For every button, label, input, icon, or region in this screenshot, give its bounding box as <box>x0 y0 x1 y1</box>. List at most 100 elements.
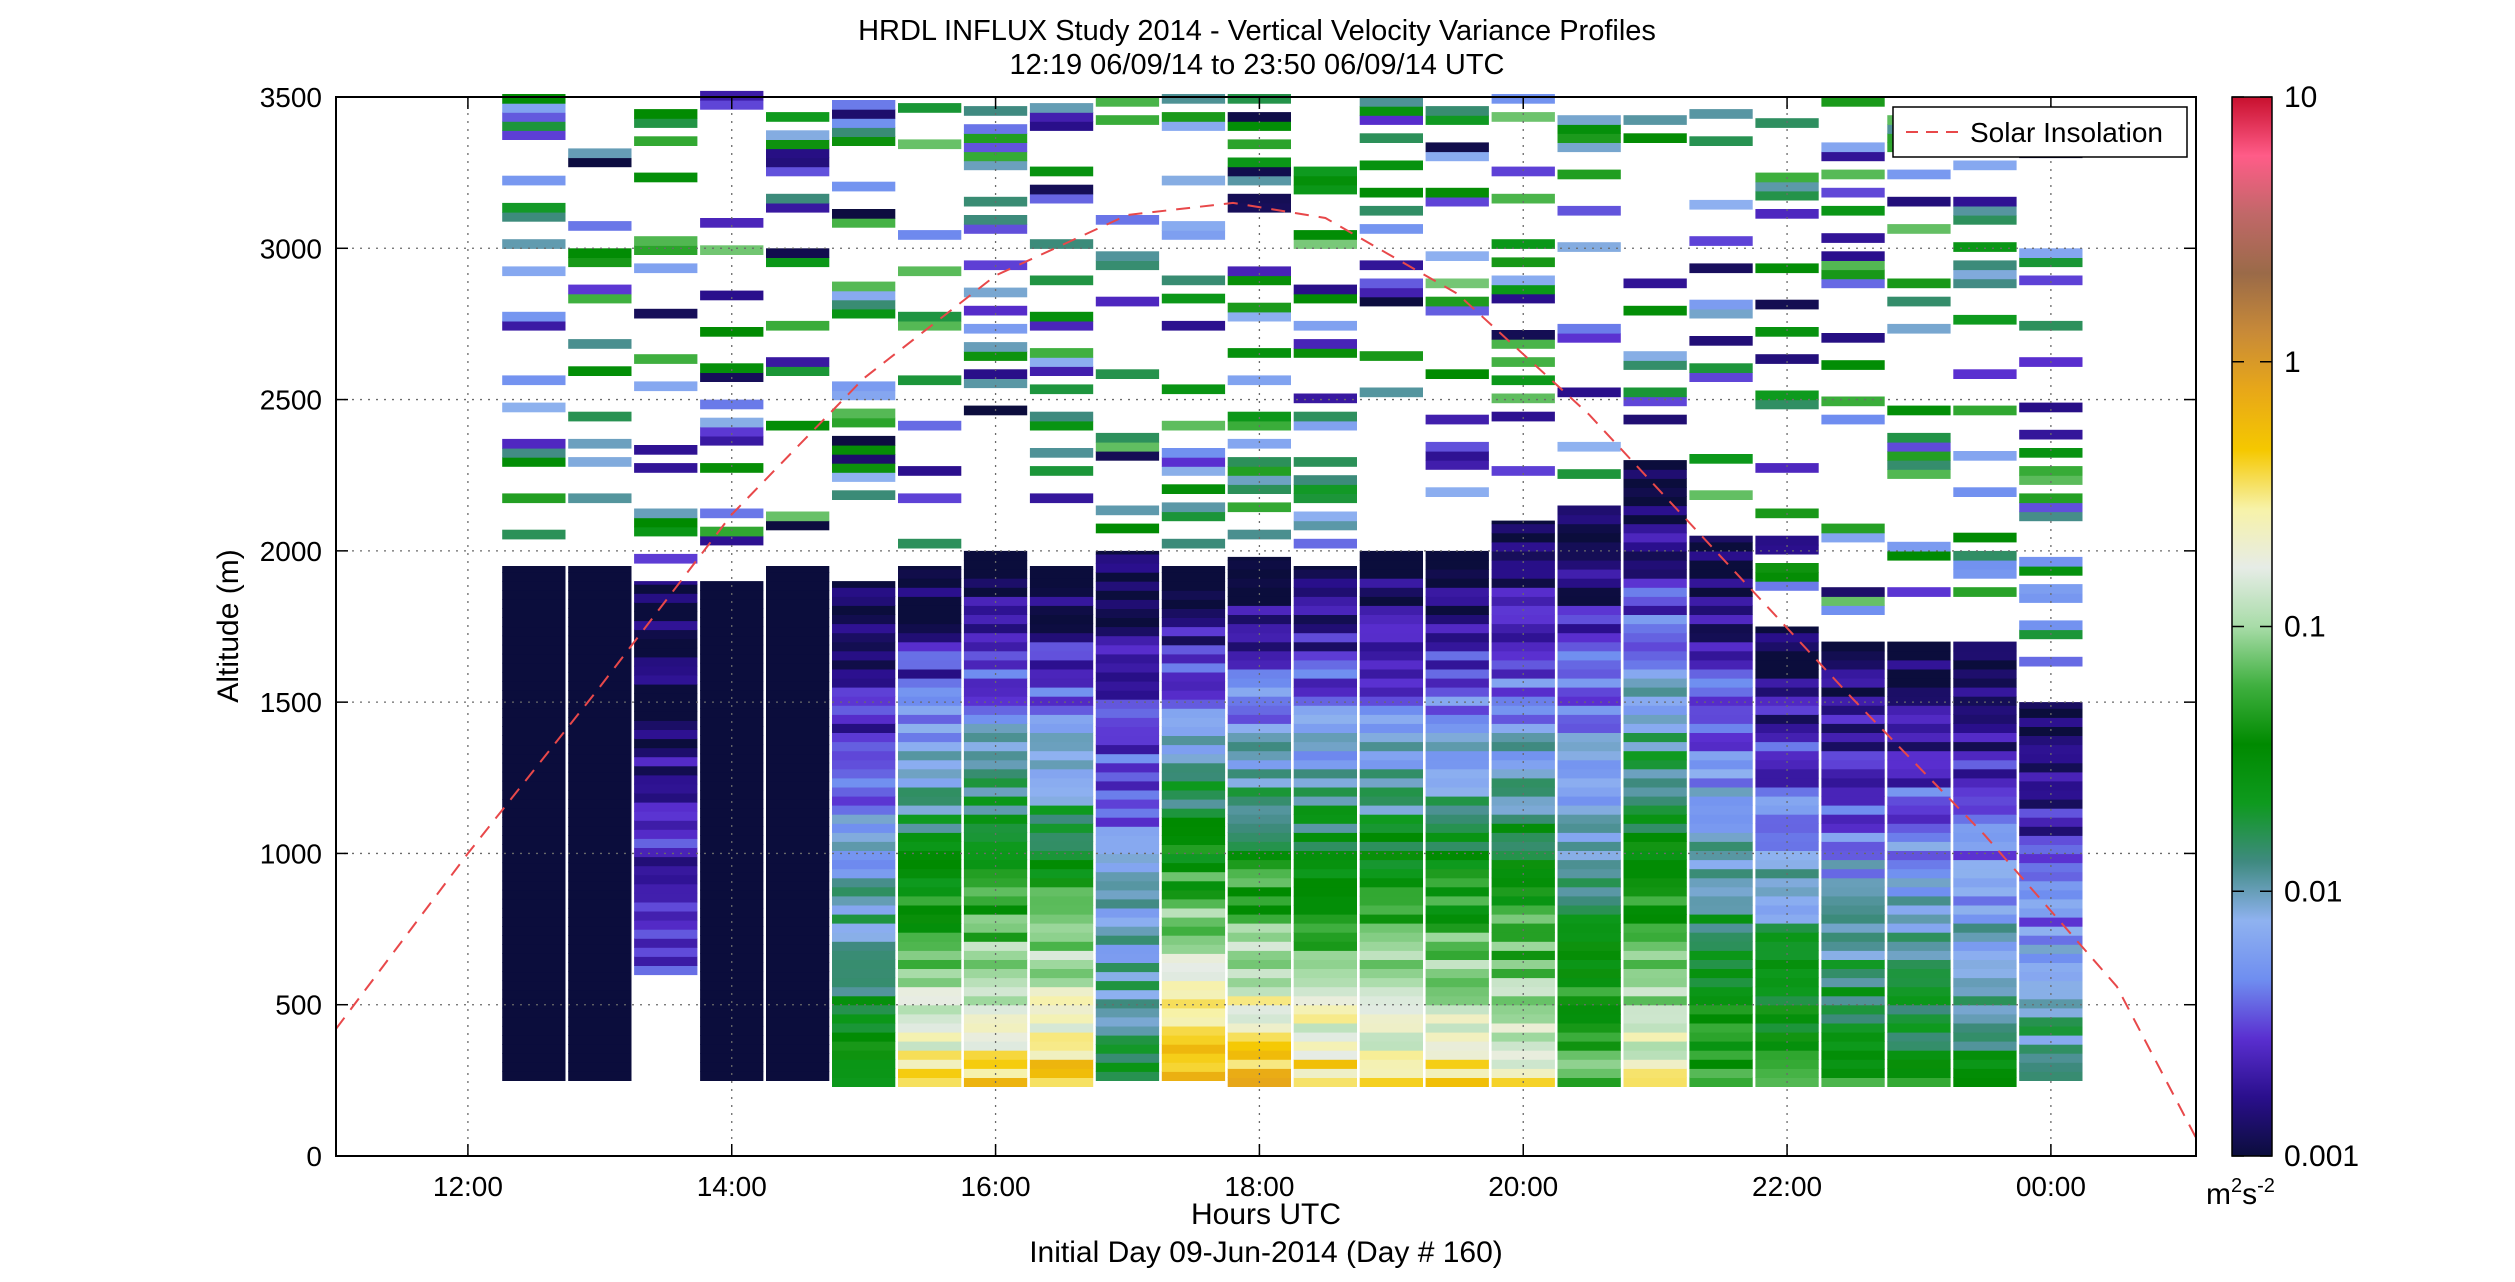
variance-cell <box>1887 541 1951 552</box>
variance-cell <box>1491 550 1555 561</box>
variance-cell <box>700 327 764 337</box>
variance-cell <box>568 257 632 268</box>
variance-cell <box>1359 260 1423 271</box>
variance-cell <box>1755 650 1819 661</box>
variance-cell <box>766 112 830 122</box>
variance-cell <box>1095 853 1160 864</box>
variance-cell <box>1755 190 1819 201</box>
variance-cell <box>1359 932 1423 942</box>
variance-cell <box>1029 566 1094 570</box>
variance-cell <box>1161 962 1226 973</box>
variance-cell <box>1293 677 1357 688</box>
variance-cell <box>1293 596 1357 606</box>
variance-cell <box>963 750 1028 761</box>
variance-cell <box>832 408 896 419</box>
variance-cell <box>1293 411 1357 422</box>
variance-cell <box>1557 941 1621 951</box>
variance-cell <box>2019 735 2083 746</box>
variance-cell <box>1953 932 2017 942</box>
variance-cell <box>1953 569 2017 579</box>
variance-cell <box>1161 753 1226 764</box>
variance-cell <box>1953 314 2017 325</box>
variance-cell <box>766 953 830 963</box>
variance-cell <box>1029 977 1094 988</box>
variance-cell <box>1161 944 1226 954</box>
variance-cell <box>1095 644 1160 655</box>
variance-cell <box>1821 859 1885 870</box>
variance-cell <box>1161 1044 1226 1054</box>
variance-cell <box>1095 835 1160 845</box>
variance-cell <box>1689 832 1753 842</box>
variance-cell <box>963 1059 1028 1069</box>
x-tick-label: 20:00 <box>1488 1171 1558 1202</box>
variance-cell <box>1623 414 1687 425</box>
variance-cell <box>1557 995 1621 1006</box>
variance-cell <box>1623 1022 1687 1033</box>
variance-cell <box>1161 384 1226 395</box>
variance-cell <box>1953 986 2017 997</box>
variance-cell <box>1953 850 2017 861</box>
variance-cell <box>898 466 962 476</box>
variance-cell <box>700 1035 764 1045</box>
variance-cell <box>766 511 830 522</box>
variance-cell <box>1887 1031 1951 1042</box>
variance-cell <box>2019 762 2083 773</box>
variance-cell <box>1755 714 1819 724</box>
variance-cell <box>568 566 632 573</box>
variance-cell <box>963 650 1028 661</box>
variance-cell <box>1293 714 1357 724</box>
variance-cell <box>1359 559 1423 570</box>
variance-cell <box>832 950 896 960</box>
variance-cell <box>1689 1022 1753 1033</box>
variance-cell <box>1359 741 1423 752</box>
variance-cell <box>700 826 764 836</box>
variance-cell <box>1227 559 1291 570</box>
variance-cell <box>634 765 698 776</box>
variance-cell <box>634 783 698 794</box>
variance-cell <box>1887 859 1951 870</box>
variance-cell <box>634 245 698 255</box>
variance-cell <box>1359 1077 1423 1087</box>
variance-cell <box>1227 139 1291 150</box>
variance-cell <box>1623 795 1687 806</box>
variance-cell <box>700 590 764 600</box>
variance-cell <box>2019 953 2083 963</box>
variance-cell <box>1161 835 1226 845</box>
variance-cell <box>1425 1050 1489 1060</box>
variance-cell <box>1227 841 1291 851</box>
variance-cell <box>1425 768 1489 779</box>
variance-cell <box>898 375 962 386</box>
variance-cell <box>1095 735 1160 746</box>
variance-cell <box>1953 260 2017 271</box>
variance-cell <box>766 744 830 755</box>
variance-cell <box>1227 121 1291 131</box>
variance-cell <box>700 907 764 918</box>
variance-cell <box>1755 795 1819 806</box>
variance-cell <box>1425 414 1489 425</box>
variance-cell <box>832 832 896 842</box>
variance-cell <box>502 121 566 131</box>
variance-cell <box>1953 859 2017 870</box>
variance-cell <box>1293 786 1357 797</box>
variance-cell <box>1095 799 1160 809</box>
variance-cell <box>502 438 566 449</box>
variance-cell <box>1887 777 1951 788</box>
variance-cell <box>502 971 566 982</box>
variance-cell <box>1029 841 1094 851</box>
y-axis-title: Altitude (m) <box>212 549 245 702</box>
variance-cell <box>1029 786 1094 797</box>
variance-cell <box>1293 348 1357 358</box>
variance-cell <box>1227 932 1291 942</box>
variance-cell <box>1227 859 1291 870</box>
variance-cell <box>1557 732 1621 743</box>
variance-cell <box>1359 805 1423 815</box>
variance-cell <box>1161 690 1226 700</box>
variance-cell <box>568 1016 632 1027</box>
variance-cell <box>1425 451 1489 461</box>
variance-cell <box>1689 578 1753 588</box>
variance-cell <box>1755 463 1819 473</box>
variance-cell <box>1821 278 1885 289</box>
variance-cell <box>502 681 566 691</box>
variance-cell <box>1227 466 1291 476</box>
variance-cell <box>1227 714 1291 724</box>
